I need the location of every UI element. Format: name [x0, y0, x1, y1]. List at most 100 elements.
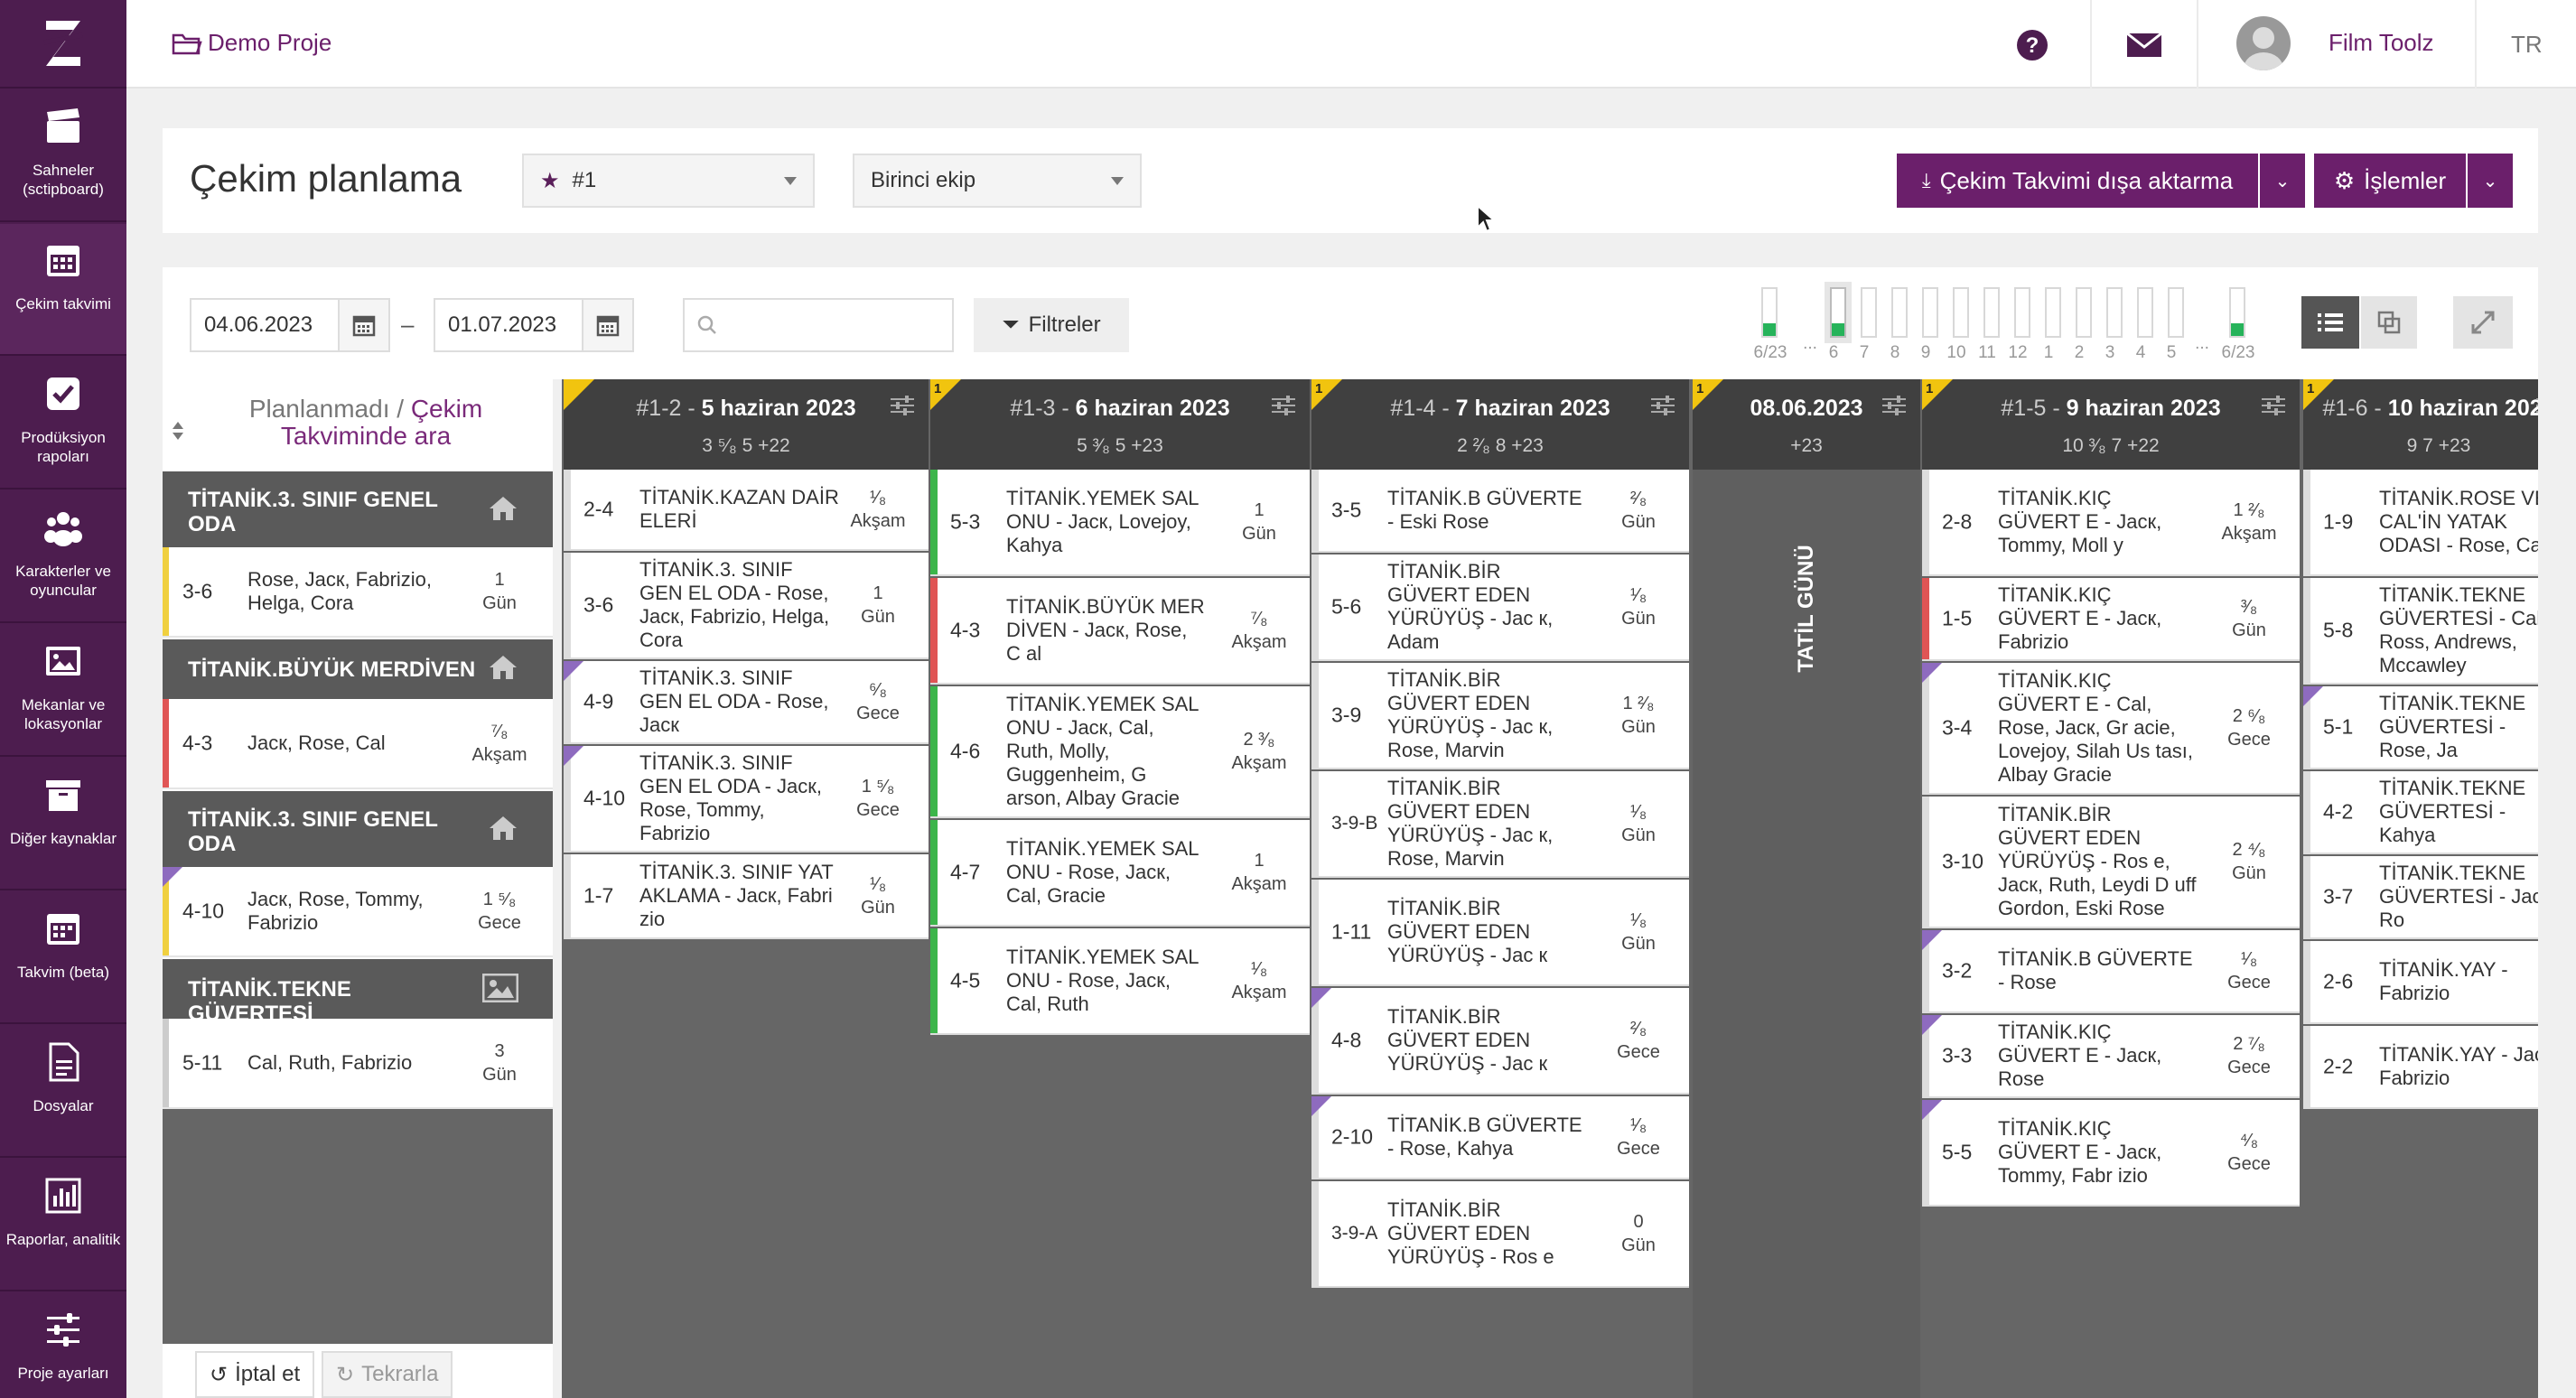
- sliders-icon[interactable]: [1651, 396, 1675, 421]
- redo-button[interactable]: ↻ Tekrarla: [322, 1351, 453, 1398]
- app-logo[interactable]: [0, 0, 126, 89]
- scene-card[interactable]: 1-5 TİTANİK.KIÇ GÜVERT E - Jacк, Fabrizio…: [1922, 578, 2300, 661]
- image-icon[interactable]: [481, 973, 519, 1008]
- day-bar[interactable]: [2045, 287, 2061, 338]
- avatar[interactable]: [2236, 16, 2291, 70]
- home-icon[interactable]: [488, 815, 518, 847]
- compare-view-button[interactable]: [2361, 296, 2417, 349]
- sliders-icon[interactable]: [1882, 396, 1906, 421]
- day-bar[interactable]: [2076, 287, 2092, 338]
- scene-card[interactable]: 3-10 TİTANİK.BİR GÜVERT EDEN YÜRÜYÜŞ - Ro…: [1922, 797, 2300, 928]
- scene-card[interactable]: 1-11 TİTANİK.BİR GÜVERT EDEN YÜRÜYÜŞ - Ja…: [1311, 880, 1689, 986]
- export-schedule-button[interactable]: ⤓ Çekim Takvimi dışa aktarma: [1897, 154, 2258, 208]
- list-view-button[interactable]: [2301, 296, 2359, 349]
- fullscreen-button[interactable]: [2453, 296, 2513, 349]
- sidebar-item-5[interactable]: Diğer kaynaklar: [0, 759, 126, 890]
- scene-card[interactable]: 3-9-A TİTANİK.BİR GÜVERT EDEN YÜRÜYÜŞ - R…: [1311, 1181, 1689, 1288]
- filters-button[interactable]: ⏷ Filtreler: [974, 298, 1129, 352]
- scene-card[interactable]: 3-3 TİTANİK.KIÇ GÜVERT E - Jacк, Rose 2 ⁷⁄…: [1922, 1015, 2300, 1098]
- sidebar-item-9[interactable]: Proje ayarları: [0, 1293, 126, 1398]
- day-bar[interactable]: [2014, 287, 2030, 338]
- schedule-select[interactable]: ★ #1: [522, 154, 815, 208]
- sliders-icon[interactable]: [891, 396, 914, 421]
- scene-card[interactable]: 4-3 Jacк, Rose, Cal ⁷⁄₈ Akşam: [163, 699, 553, 789]
- scene-card[interactable]: 1-7 TİTANİK.3. SINIF YAT AKLAMA - Jacк, F…: [564, 854, 929, 939]
- location-group-header[interactable]: TİTANİK.BÜYÜK MERDİVEN: [163, 639, 553, 699]
- actions-button[interactable]: ⚙ İşlemler: [2314, 154, 2466, 208]
- calendar-icon[interactable]: [582, 300, 632, 350]
- actions-dropdown-button[interactable]: ⌄: [2468, 154, 2513, 208]
- scene-card[interactable]: 4-5 TİTANİK.YEMEK SAL ONU - Rose, Jacк, C…: [930, 928, 1310, 1035]
- day-bar[interactable]: [2137, 287, 2153, 338]
- day-header[interactable]: 1 #1-5 - 9 haziran 2023 10 ³⁄₈ 7 +22: [1922, 379, 2300, 470]
- scene-card[interactable]: 2-10 TİTANİK.B GÜVERTE - Rose, Kahya ¹⁄₈ Ge…: [1311, 1096, 1689, 1179]
- scene-card[interactable]: 4-9 TİTANİK.3. SINIF GEN EL ODA - Rose, J…: [564, 661, 929, 744]
- day-header[interactable]: #1-2 - 5 haziran 2023 3 ⁵⁄₈ 5 +22: [564, 379, 929, 470]
- sidebar-item-7[interactable]: Dosyalar: [0, 1026, 126, 1158]
- sidebar-item-0[interactable]: Sahneler (sctipboard): [0, 90, 126, 222]
- sidebar-item-4[interactable]: Mekanlar ve lokasyonlar: [0, 625, 126, 757]
- date-from-field[interactable]: 04.06.2023: [190, 298, 390, 352]
- scene-card[interactable]: 4-10 Jacк, Rose, Tommy, Fabrizio 1 ⁵⁄₈ Gece: [163, 867, 553, 957]
- sidebar-item-6[interactable]: Takvim (beta): [0, 892, 126, 1024]
- scene-card[interactable]: 4-3 TİTANİK.BÜYÜK MER DİVEN - Jacк, Rose,…: [930, 578, 1310, 685]
- user-name[interactable]: Film Toolz: [2329, 29, 2434, 56]
- sidebar-item-3[interactable]: Karakterler ve oyuncular: [0, 491, 126, 623]
- scene-card[interactable]: 2-4 TİTANİK.KAZAN DAİR ELERİ ¹⁄₈ Akşam: [564, 470, 929, 551]
- crew-select[interactable]: Birinci ekip: [853, 154, 1142, 208]
- mail-icon[interactable]: [2126, 32, 2162, 63]
- sort-icon[interactable]: [172, 421, 184, 446]
- sidebar-item-2[interactable]: Prodüksiyon rapoları: [0, 358, 126, 489]
- scene-card[interactable]: 3-5 TİTANİK.B GÜVERTE - Eski Rose ²⁄₈ Gün: [1311, 470, 1689, 553]
- scene-card[interactable]: 5-5 TİTANİK.KIÇ GÜVERT E - Jacк, Tommy, F…: [1922, 1100, 2300, 1207]
- scene-card[interactable]: 2-6 TİTANİK.YAY - Fabrizio: [2303, 941, 2538, 1024]
- scene-card[interactable]: 5-1 TİTANİK.TEKNE GÜVERTESİ - Rose, Ja: [2303, 686, 2538, 769]
- sliders-icon[interactable]: [2536, 396, 2538, 421]
- day-bar[interactable]: [1983, 287, 2000, 338]
- search-schedule-link[interactable]: Çekim Takviminde ara: [280, 395, 483, 450]
- day-header[interactable]: 1 08.06.2023 +23: [1693, 379, 1920, 470]
- day-bar[interactable]: [2168, 287, 2184, 338]
- scene-card[interactable]: 4-10 TİTANİK.3. SINIF GEN EL ODA - Jacк, …: [564, 746, 929, 853]
- sidebar-item-1[interactable]: Çekim takvimi: [0, 224, 126, 356]
- scene-card[interactable]: 1-9 TİTANİK.ROSE VE CAL'İN YATAK ODASI - …: [2303, 470, 2538, 576]
- day-header[interactable]: 1 #1-4 - 7 haziran 2023 2 ²⁄₈ 8 +23: [1311, 379, 1689, 470]
- scene-card[interactable]: 3-9-B TİTANİK.BİR GÜVERT EDEN YÜRÜYÜŞ - J…: [1311, 771, 1689, 878]
- day-bar[interactable]: [2229, 287, 2245, 338]
- sliders-icon[interactable]: [1272, 396, 1295, 421]
- scene-card[interactable]: 2-8 TİTANİK.KIÇ GÜVERT E - Jacк, Tommy, M…: [1922, 470, 2300, 576]
- scene-card[interactable]: 3-7 TİTANİK.TEKNE GÜVERTESİ - Jacк, Ro: [2303, 856, 2538, 939]
- scene-card[interactable]: 4-8 TİTANİK.BİR GÜVERT EDEN YÜRÜYÜŞ - Jac…: [1311, 988, 1689, 1095]
- home-icon[interactable]: [488, 654, 518, 686]
- scene-card[interactable]: 4-7 TİTANİK.YEMEK SAL ONU - Rose, Jacк, C…: [930, 820, 1310, 927]
- scene-card[interactable]: 3-4 TİTANİK.KIÇ GÜVERT E - Cal, Rose, Jac…: [1922, 663, 2300, 795]
- day-bar[interactable]: [1861, 287, 1877, 338]
- location-group-header[interactable]: TİTANİK.3. SINIF GENEL ODA: [163, 791, 553, 867]
- scene-card[interactable]: 5-6 TİTANİK.BİR GÜVERT EDEN YÜRÜYÜŞ - Jac…: [1311, 555, 1689, 661]
- scene-card[interactable]: 3-6 TİTANİK.3. SINIF GEN EL ODA - Rose, J…: [564, 553, 929, 659]
- day-bar[interactable]: [1953, 287, 1969, 338]
- undo-button[interactable]: ↺ İptal et: [195, 1351, 315, 1398]
- home-icon[interactable]: [488, 495, 518, 527]
- scene-card[interactable]: 3-9 TİTANİK.BİR GÜVERT EDEN YÜRÜYÜŞ - Jac…: [1311, 663, 1689, 769]
- day-bar[interactable]: [1761, 287, 1778, 338]
- day-header[interactable]: 1#1-6 - 10 haziran 20239 7 +23: [2303, 379, 2538, 470]
- location-group-header[interactable]: TİTANİK.TEKNE GÜVERTESİ: [163, 959, 553, 1026]
- scene-card[interactable]: 4-6 TİTANİK.YEMEK SAL ONU - Jacк, Cal, Ru…: [930, 686, 1310, 818]
- search-input[interactable]: [683, 298, 954, 352]
- help-icon[interactable]: ?: [2016, 29, 2049, 67]
- location-group-header[interactable]: TİTANİK.3. SINIF GENEL ODA: [163, 471, 553, 547]
- date-to-field[interactable]: 01.07.2023: [434, 298, 634, 352]
- language-switch[interactable]: TR: [2511, 31, 2543, 58]
- calendar-icon[interactable]: [338, 300, 388, 350]
- sidebar-item-8[interactable]: Raporlar, analitik: [0, 1160, 126, 1291]
- scene-card[interactable]: 5-8 TİTANİK.TEKNE GÜVERTESİ - Cal, Ross, …: [2303, 578, 2538, 685]
- scene-card[interactable]: 5-3 TİTANİK.YEMEK SAL ONU - Jacк, Lovejoy…: [930, 470, 1310, 576]
- day-bar[interactable]: [1922, 287, 1938, 338]
- scene-card[interactable]: 2-2 TİTANİK.YAY - Jacк, Fabrizio: [2303, 1026, 2538, 1109]
- sliders-icon[interactable]: [2262, 396, 2285, 421]
- day-header[interactable]: 1 #1-3 - 6 haziran 2023 5 ³⁄₈ 5 +23: [930, 379, 1310, 470]
- scene-card[interactable]: 3-6 Rose, Jacк, Fabrizio, Helga, Cora 1 Gün: [163, 547, 553, 638]
- scene-card[interactable]: 4-2 TİTANİK.TEKNE GÜVERTESİ - Kahya: [2303, 771, 2538, 854]
- scene-card[interactable]: 5-11 Cal, Ruth, Fabrizio 3 Gün: [163, 1019, 553, 1109]
